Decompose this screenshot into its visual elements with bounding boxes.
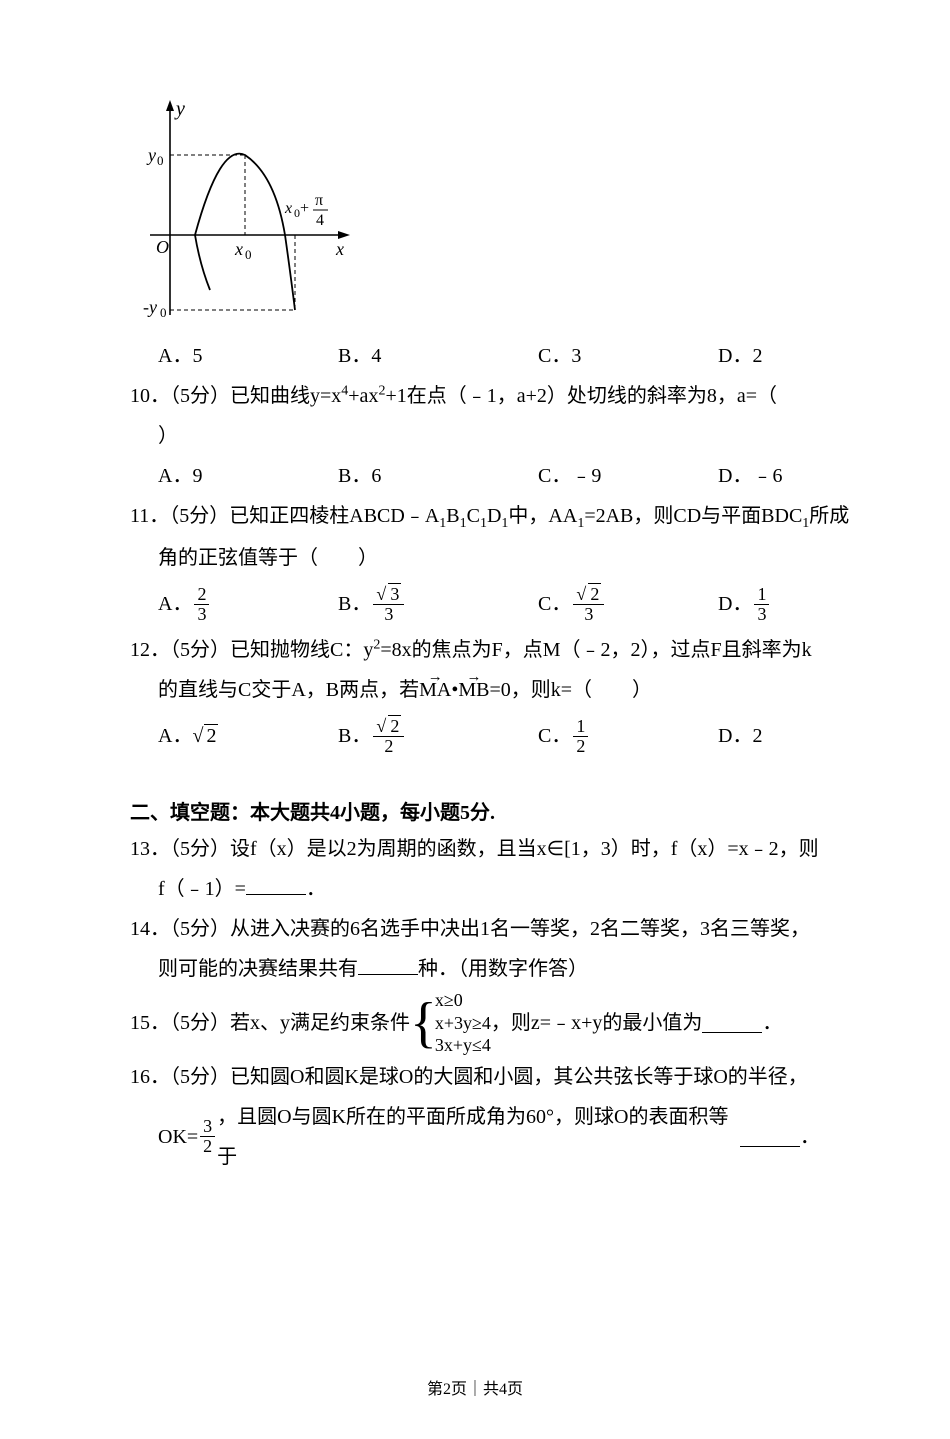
q16-blank (740, 1126, 800, 1147)
q9-option-a: A．5 (158, 336, 338, 376)
q13-line1: 13．（5分）设f（x）是以2为周期的函数，且当x∈[1，3）时，f（x）=x﹣… (130, 829, 820, 869)
svg-text:y: y (174, 98, 185, 120)
svg-text:π: π (315, 192, 323, 209)
q15-line: 15．（5分）若x、y满足约束条件 { x≥0 x+3y≥4 3x+y≤4 ，则… (130, 989, 820, 1057)
svg-text:O: O (156, 237, 169, 257)
q13-line2: f（﹣1）=． (130, 869, 820, 909)
svg-text:x: x (234, 239, 243, 259)
q11-option-b: B． 33 (338, 578, 538, 630)
q12-option-a: A． 2 (158, 710, 338, 762)
q9-options: A．5 B．4 C．3 D．2 (130, 336, 820, 376)
q11-stem-line2: 角的正弦值等于（ ） (130, 538, 820, 578)
svg-text:0: 0 (160, 305, 167, 320)
svg-text:y: y (146, 145, 156, 165)
svg-text:x: x (284, 200, 292, 217)
q11-option-d: D． 13 (718, 578, 771, 630)
page: y y 0 -y 0 O x 0 x x 0 + π 4 A．5 B．4 C．3… (0, 95, 950, 1439)
q12-option-c: C． 12 (538, 710, 718, 762)
q9-option-b: B．4 (338, 336, 538, 376)
q9-option-d: D．2 (718, 336, 762, 376)
q10-option-c: C．﹣9 (538, 456, 718, 496)
q10-stem-line2: ） (130, 416, 820, 456)
q16-line1: 16．（5分）已知圆O和圆K是球O的大圆和小圆，其公共弦长等于球O的半径， (130, 1057, 820, 1097)
q14-line1: 14．（5分）从进入决赛的6名选手中决出1名一等奖，2名二等奖，3名三等奖， (130, 909, 820, 949)
q11-option-c: C． 23 (538, 578, 718, 630)
q10-options: A．9 B．6 C．﹣9 D．﹣6 (130, 456, 820, 496)
q12-option-d: D．2 (718, 710, 762, 762)
svg-text:0: 0 (245, 247, 252, 262)
q12-stem-line2: 的直线与C交于A，B两点，若MA•MB=0，则k=（ ） (130, 670, 820, 710)
svg-text:x: x (335, 239, 344, 259)
q10-option-b: B．6 (338, 456, 538, 496)
q14-blank (358, 954, 418, 975)
q16-line2: OK= 32 ，且圆O与圆K所在的平面所成角为60°，则球O的表面积等于． (130, 1097, 820, 1177)
q9-option-c: C．3 (538, 336, 718, 376)
svg-text:-y: -y (143, 297, 157, 317)
q12-options: A． 2 B． 22 C． 12 D．2 (130, 710, 820, 762)
graph-svg: y y 0 -y 0 O x 0 x x 0 + π 4 (140, 95, 360, 325)
q13-blank (246, 874, 306, 895)
function-graph: y y 0 -y 0 O x 0 x x 0 + π 4 (140, 95, 820, 330)
q10-option-d: D．﹣6 (718, 456, 782, 496)
svg-text:+: + (300, 200, 309, 217)
q14-line2: 则可能的决赛结果共有种．（用数字作答） (130, 949, 820, 989)
q10-stem-line1: 10．（5分）已知曲线y=x4+ax2+1在点（﹣1，a+2）处切线的斜率为8，… (130, 376, 820, 416)
page-footer: 第2页｜共4页 (0, 1375, 950, 1399)
section-2-title: 二、填空题：本大题共4小题，每小题5分. (130, 796, 820, 825)
svg-text:4: 4 (316, 212, 324, 229)
q11-option-a: A． 23 (158, 578, 338, 630)
svg-text:0: 0 (157, 153, 164, 168)
q12-option-b: B． 22 (338, 710, 538, 762)
q15-constraint-system: { x≥0 x+3y≥4 3x+y≤4 (410, 989, 491, 1057)
q15-blank (702, 1012, 762, 1033)
q10-option-a: A．9 (158, 456, 338, 496)
q11-stem-line1: 11．（5分）已知正四棱柱ABCD﹣A1B1C1D1中，AA1=2AB，则CD与… (130, 496, 820, 538)
q11-options: A． 23 B． 33 C． 23 D． 13 (130, 578, 820, 630)
